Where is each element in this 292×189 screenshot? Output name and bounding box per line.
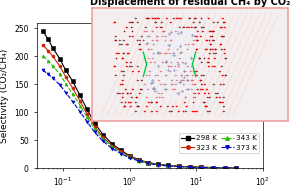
Y-axis label: Selectivity (CO₂/CH₄): Selectivity (CO₂/CH₄): [0, 48, 9, 143]
FancyBboxPatch shape: [144, 28, 195, 100]
Legend: 298 K, 323 K, 343 K, 373 K: 298 K, 323 K, 343 K, 373 K: [179, 133, 259, 153]
Title: Displacement of residual CH₄ by CO₂: Displacement of residual CH₄ by CO₂: [90, 0, 290, 8]
